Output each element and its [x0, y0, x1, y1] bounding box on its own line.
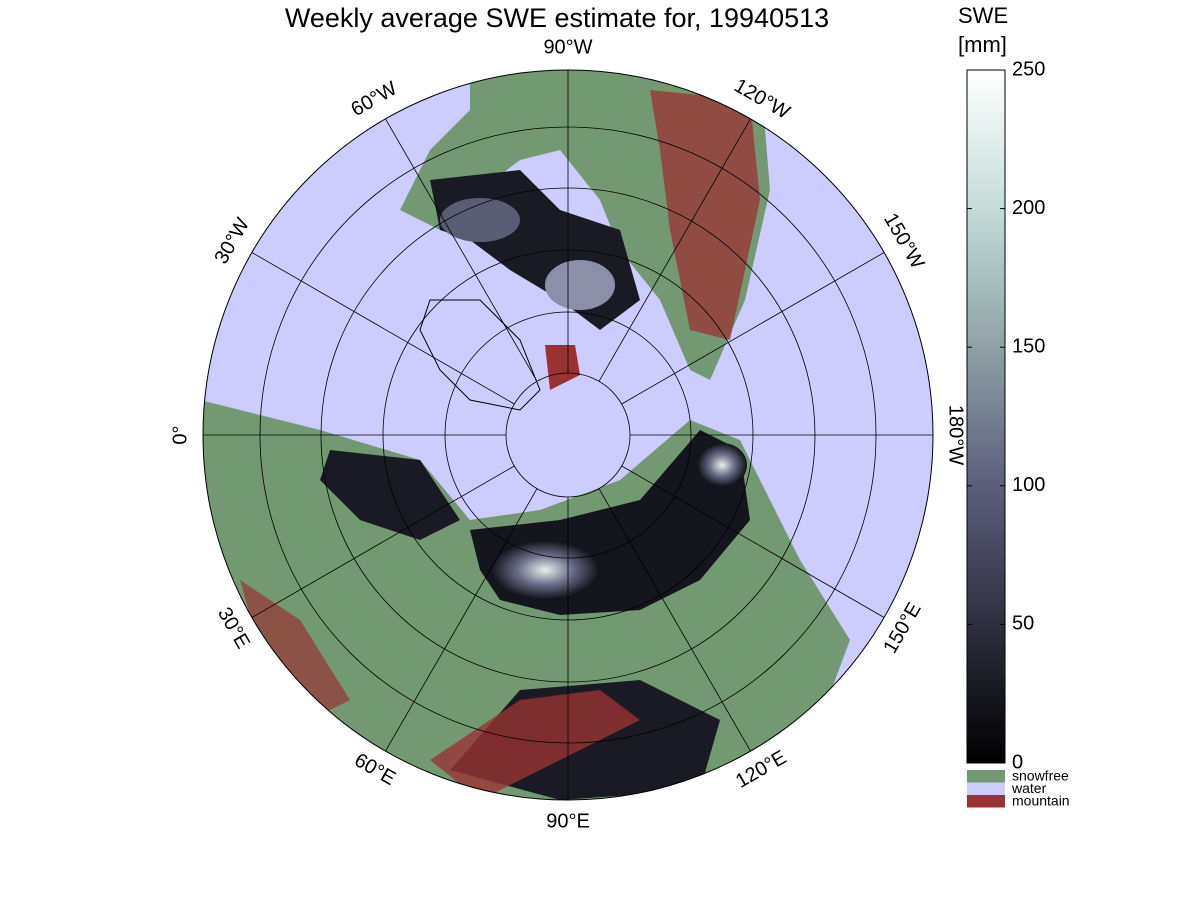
meridian: [385, 118, 538, 382]
mountain-asia: [430, 690, 640, 800]
mountain-greenland: [545, 345, 580, 390]
meridian: [621, 465, 885, 618]
meridian: [385, 488, 538, 752]
legend-label: snowfree: [1012, 768, 1069, 784]
meridian: [598, 118, 751, 382]
legend-label: mountain: [1012, 793, 1070, 809]
colorbar: SWE [mm] 0 50 100 150 200 250 snowfreewatermount…: [958, 3, 1070, 809]
snow-core: [490, 540, 600, 600]
meridian: [621, 252, 885, 405]
meridian: [598, 488, 751, 752]
legend-swatch: [967, 770, 1005, 783]
map-title: Weekly average SWE estimate for, 1994051…: [285, 3, 829, 33]
colorbar-tick-label: 150: [1012, 335, 1045, 357]
meridian-label: 90°W: [543, 36, 592, 58]
colorbar-label: SWE: [958, 3, 1008, 28]
mountain-europe: [240, 580, 350, 720]
legend-label: water: [1011, 780, 1047, 796]
colorbar-tick-label: 100: [1012, 474, 1045, 496]
snow-core: [440, 198, 520, 242]
colorbar-tick-label: 50: [1012, 613, 1034, 635]
colorbar-gradient: [966, 69, 1006, 764]
colorbar-tick-label: 0: [1012, 751, 1023, 773]
greenland-outline: [419, 299, 541, 411]
meridian: [251, 252, 515, 405]
colorbar-label: [mm]: [958, 32, 1007, 57]
meridian-label: 90°E: [546, 810, 590, 832]
colorbar-tick-label: 250: [1012, 58, 1045, 80]
meridian-label: 180°W: [945, 405, 967, 465]
map-disc: [203, 70, 933, 800]
meridian: [251, 465, 515, 618]
colorbar-tick-label: 200: [1012, 197, 1045, 219]
legend-swatch: [967, 795, 1005, 808]
legend-swatch: [967, 782, 1005, 795]
snow-core: [697, 443, 747, 487]
snow-core: [545, 260, 615, 310]
mountain-rockies: [650, 90, 760, 340]
meridian-label: 0°: [169, 425, 191, 444]
